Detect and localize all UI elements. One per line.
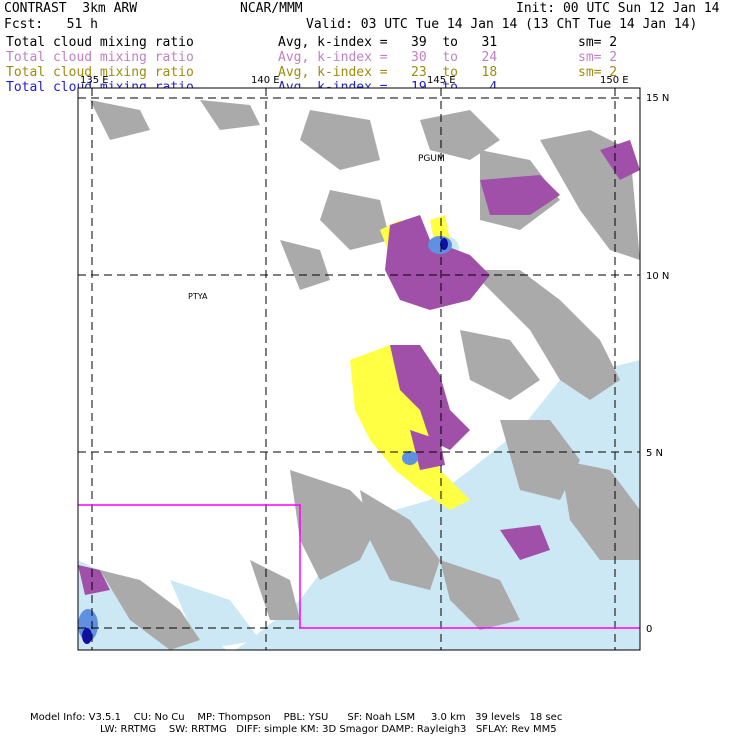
field-2-name: Total cloud mixing ratio	[6, 50, 194, 65]
lat-label-15n: 15 N	[646, 93, 669, 104]
map-frame	[77, 87, 641, 651]
purple-cloud-field	[78, 140, 640, 595]
valid-time: Valid: 03 UTC Tue 14 Jan 14 (13 ChT Tue …	[306, 17, 698, 32]
lat-label-10n: 10 N	[646, 271, 669, 282]
field-1-sm: sm= 2	[578, 35, 618, 50]
lon-label-150e: 150 E	[600, 75, 629, 86]
station-label-pgum: PGUM	[418, 154, 445, 164]
blue-cloud-core	[78, 236, 452, 641]
nested-domain-box	[78, 504, 640, 629]
footer-model-info: Model Info: V3.5.1 CU: No Cu MP: Thompso…	[30, 712, 563, 723]
lon-label-145e: 145 E	[427, 75, 456, 86]
field-1-avg: Avg, k-index = 39 to 31	[278, 35, 498, 50]
station-label-ptya: PTYA	[188, 292, 208, 301]
field-3-sm: sm= 2	[578, 65, 618, 80]
lat-label-equator: 0	[646, 624, 652, 635]
field-3-avg: Avg, k-index = 23 to 18	[278, 65, 498, 80]
model-title: CONTRAST 3km ARW	[4, 1, 138, 16]
field-2-sm: sm= 2	[578, 50, 618, 65]
lat-label-5n: 5 N	[646, 448, 663, 459]
lon-label-135e: 135 E	[80, 75, 109, 86]
init-time: Init: 00 UTC Sun 12 Jan 14	[516, 1, 720, 16]
center-title: NCAR/MMM	[240, 1, 303, 16]
deep-blue-cloud-core	[82, 238, 448, 644]
field-2-avg: Avg, k-index = 30 to 24	[278, 50, 498, 65]
field-3-name: Total cloud mixing ratio	[6, 65, 194, 80]
footer-physics-info: LW: RRTMG SW: RRTMG DIFF: simple KM: 3D …	[100, 724, 557, 735]
forecast-hour: Fcst: 51 h	[4, 17, 98, 32]
lon-label-140e: 140 E	[251, 75, 280, 86]
field-1-name: Total cloud mixing ratio	[6, 35, 194, 50]
